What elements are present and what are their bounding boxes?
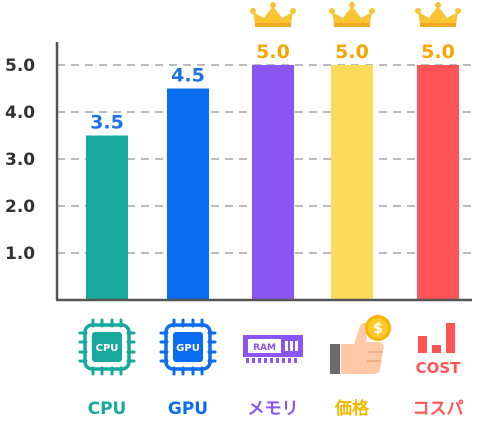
category-labels: CPU GPU メモリ 価格 コスパ [88, 398, 464, 419]
crown-icon [415, 2, 461, 27]
cost-bars-icon: COST [416, 323, 462, 377]
y-tick-label: 4.0 [5, 103, 35, 123]
bar [86, 135, 128, 300]
value-labels: 3.5 4.5 5.0 5.0 5.0 [90, 41, 455, 134]
crown-icon [250, 2, 296, 27]
gpu-chip-icon: GPU [159, 318, 217, 376]
coin-icon-text: $ [373, 321, 383, 337]
category-label: 価格 [334, 398, 370, 419]
data-label: 5.0 [421, 41, 455, 63]
data-label: 4.5 [171, 65, 205, 87]
bars [86, 65, 459, 300]
crowns [250, 2, 461, 27]
category-label: コスパ [413, 399, 464, 419]
cpu-icon-text: CPU [96, 343, 119, 354]
cost-icon-text: COST [416, 359, 462, 377]
data-label: 5.0 [256, 41, 290, 63]
thumbs-up-coin-icon: $ [330, 315, 391, 374]
category-label: CPU [88, 399, 127, 419]
category-icons: CPU GPU RAM [78, 315, 462, 377]
data-label: 5.0 [335, 41, 369, 63]
y-axis-ticks: 1.0 2.0 3.0 4.0 5.0 [5, 56, 35, 264]
category-label: GPU [168, 399, 208, 419]
axes [55, 42, 472, 302]
crown-icon [329, 2, 375, 27]
y-tick-label: 3.0 [5, 150, 35, 170]
y-tick-label: 2.0 [5, 197, 35, 217]
y-tick-label: 5.0 [5, 56, 35, 76]
ram-module-icon: RAM [243, 335, 303, 363]
bar [252, 65, 294, 300]
ram-icon-text: RAM [253, 343, 276, 353]
gpu-icon-text: GPU [176, 343, 200, 354]
bar [167, 88, 209, 300]
bar [417, 65, 459, 300]
bar [331, 65, 373, 300]
data-label: 3.5 [90, 112, 124, 134]
category-label: メモリ [248, 399, 299, 419]
cpu-chip-icon: CPU [78, 318, 136, 376]
y-tick-label: 1.0 [5, 244, 35, 264]
